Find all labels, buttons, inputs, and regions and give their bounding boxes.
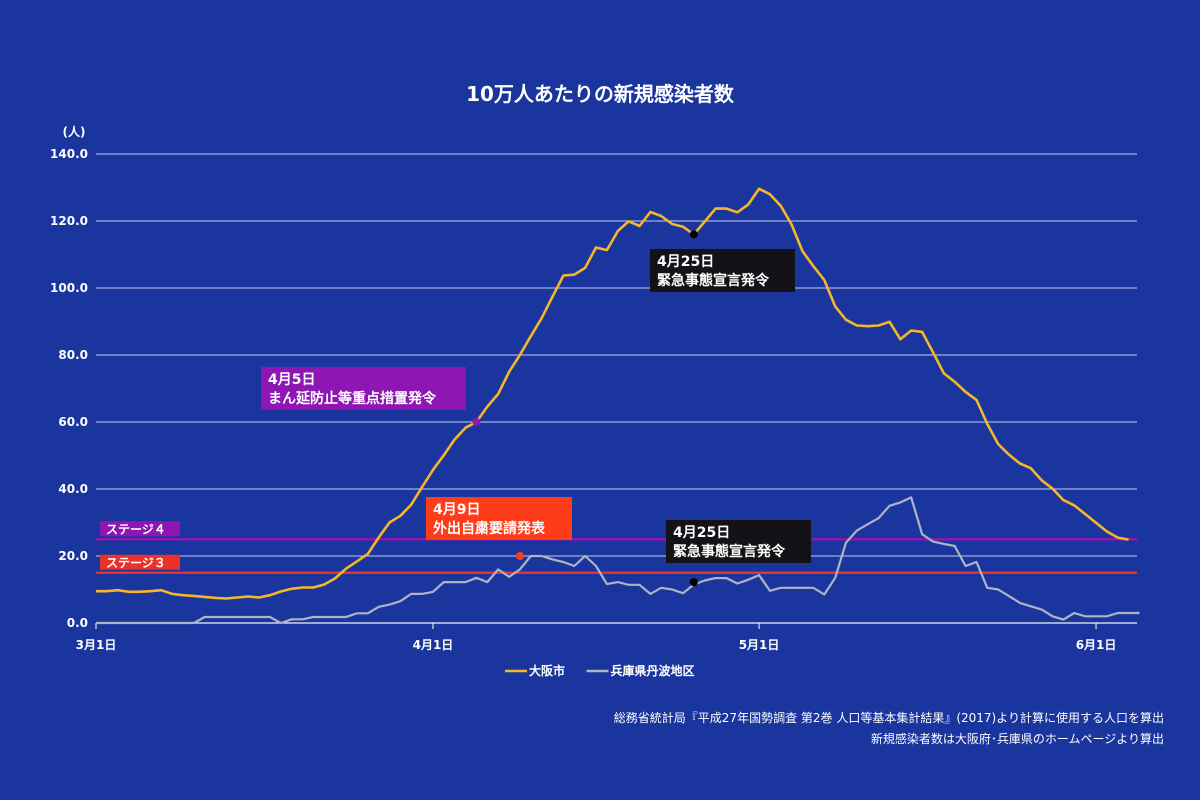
stage-label: ステージ３: [106, 556, 166, 570]
annotation-dot: [689, 578, 698, 587]
x-tick-label: 4月1日: [413, 638, 454, 652]
stage-label-box: [100, 554, 180, 570]
annotation-text: 緊急事態宣言発令: [657, 272, 770, 289]
y-tick-label: 20.0: [58, 549, 88, 563]
y-tick-label: 0.0: [67, 616, 88, 630]
series-line: [96, 496, 1140, 625]
annotation-text: 4月5日: [268, 372, 315, 388]
y-tick-label: 140.0: [50, 147, 88, 161]
annotation-box: [650, 249, 795, 292]
annotation-box: [666, 520, 811, 563]
y-tick-label: 120.0: [50, 214, 88, 228]
annotation-text: 4月25日: [673, 525, 730, 541]
annotation-box: [426, 497, 572, 540]
source-line-2: 新規感染者数は大阪府･兵庫県のホームページより算出: [870, 732, 1164, 746]
x-tick-label: 5月1日: [739, 638, 780, 652]
legend: 大阪市 兵庫県丹波地区: [505, 663, 695, 678]
annotation-box: [261, 367, 466, 410]
annotation-text: 4月9日: [433, 502, 480, 518]
y-tick-label: 40.0: [58, 482, 88, 496]
y-tick-label: 80.0: [58, 348, 88, 362]
annotation-text: まん延防止等重点措置発令: [268, 390, 437, 407]
x-tick-label: 6月1日: [1076, 638, 1117, 652]
x-tick-label: 3月1日: [76, 638, 117, 652]
stage-label: ステージ４: [106, 522, 166, 536]
y-tick-label: 60.0: [58, 415, 88, 429]
y-tick-label: 100.0: [50, 281, 88, 295]
annotation-text: 4月25日: [657, 254, 714, 270]
source-line-1: 総務省統計局『平成27年国勢調査 第2巻 人口等基本集計結果』(2017)より計…: [613, 711, 1164, 725]
annotation-dot: [689, 230, 698, 239]
annotation-dot: [515, 552, 524, 560]
stage-label-box: [100, 521, 180, 537]
chart-title: 10万人あたりの新規感染者数: [466, 82, 734, 106]
annotation-dot: [472, 418, 481, 426]
legend-label: 兵庫県丹波地区: [611, 663, 695, 678]
annotation-text: 外出自粛要請発表: [433, 520, 546, 537]
series-line: [96, 187, 1129, 600]
annotation-text: 緊急事態宣言発令: [673, 543, 786, 560]
source-note: 総務省統計局『平成27年国勢調査 第2巻 人口等基本集計結果』(2017)より計…: [614, 708, 1164, 750]
legend-label: 大阪市: [529, 663, 565, 678]
y-unit-label: (人): [63, 124, 86, 139]
